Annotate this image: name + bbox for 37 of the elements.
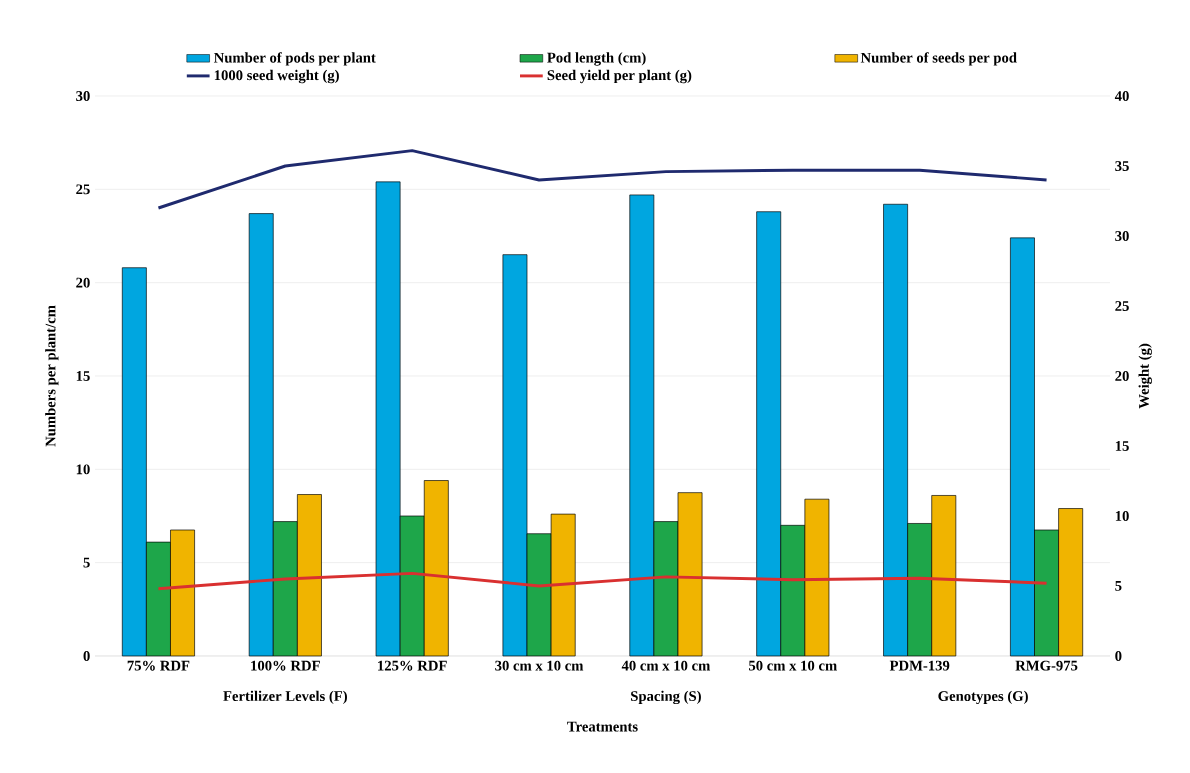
legend-label: Number of pods per plant (213, 52, 376, 66)
y2-tick-label: 20 (1115, 371, 1129, 381)
text: Spacing (S) (631, 690, 701, 705)
x-axis-title: Treatments (567, 721, 638, 732)
y2-tick-label: 5 (1115, 581, 1122, 591)
y2-tick-label: 25 (1115, 301, 1129, 311)
x-tick-label: 50 cm x 10 cm (749, 660, 837, 671)
line-series (156, 571, 1049, 591)
y2-tick-label: 40 (1114, 91, 1129, 101)
text: Fertilizer Levels (F) (223, 690, 347, 704)
y2-tick-label: 10 (1115, 511, 1129, 521)
x-tick-label: PDM-139 (889, 660, 950, 671)
y-tick-label: 0 (83, 651, 90, 661)
y2-axis-title: Weight (g) (1138, 343, 1152, 409)
x-tick-label: 125% RDF (378, 660, 447, 671)
legend-label: Pod length (cm) (547, 52, 646, 66)
y-tick-label: 20 (76, 277, 90, 288)
y-axis-title: Numbers per plant/cm (45, 305, 59, 447)
x-tick-label: 75% RDF (127, 660, 190, 671)
x-tick-label: 100% RDF (251, 660, 320, 671)
y2-tick-label: 30 (1115, 231, 1129, 241)
y-tick-label: 10 (76, 464, 90, 475)
text: Genotypes (G) (938, 690, 1028, 705)
y2-tick-label: 0 (1115, 651, 1122, 661)
legend-label: Number of seeds per pod (860, 52, 1017, 66)
y-tick-label: 30 (76, 91, 90, 101)
y-tick-label: 25 (76, 184, 90, 195)
line-series (156, 149, 1049, 210)
x-tick-label: 40 cm x 10 cm (621, 660, 711, 671)
y-tick-label: 5 (83, 557, 90, 568)
legend-label: 1000 seed weight (g) (214, 69, 339, 84)
x-tick-label: RMG-975 (1015, 660, 1078, 671)
y-tick-label: 15 (76, 371, 90, 381)
legend-label: Seed yield per plant (g) (547, 69, 692, 84)
y2-tick-label: 15 (1115, 441, 1129, 451)
y2-tick-label: 35 (1115, 161, 1129, 171)
x-tick-label: 30 cm x 10 cm (495, 660, 584, 671)
